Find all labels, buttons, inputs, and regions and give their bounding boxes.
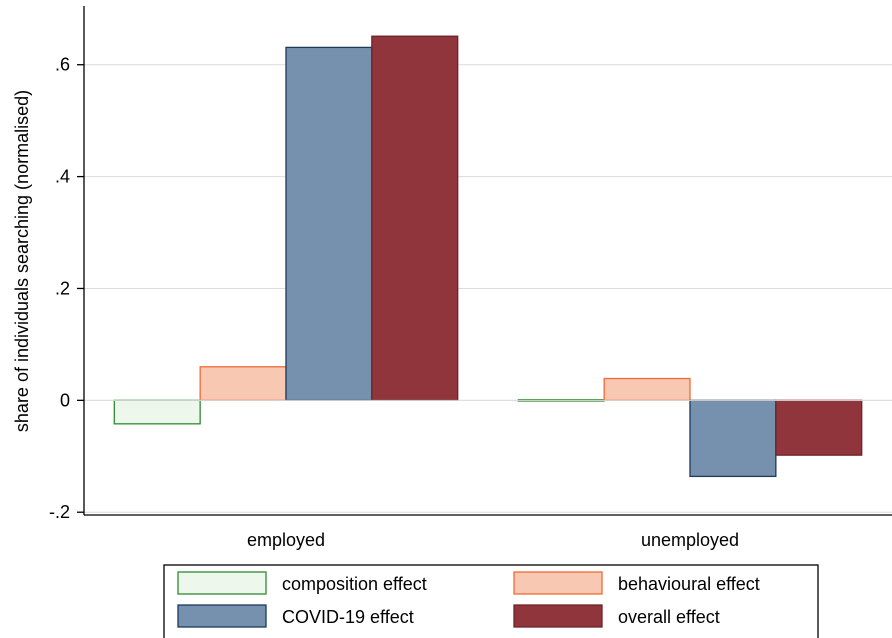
y-tick-label: .2 xyxy=(55,278,70,298)
x-tick-label: employed xyxy=(247,530,325,550)
legend-label: overall effect xyxy=(618,607,720,627)
y-tick-label: -.2 xyxy=(49,502,70,522)
legend-box xyxy=(163,564,819,638)
x-tick-label: unemployed xyxy=(641,530,739,550)
bar xyxy=(371,35,459,401)
bar xyxy=(113,399,201,425)
legend-label: COVID-19 effect xyxy=(282,607,414,627)
bar xyxy=(775,399,863,456)
y-tick-label: .6 xyxy=(55,55,70,75)
legend-swatch xyxy=(513,571,603,595)
legend-label: composition effect xyxy=(282,574,427,594)
legend-label: behavioural effect xyxy=(618,574,760,594)
bar xyxy=(603,377,691,401)
legend-swatch xyxy=(177,604,267,628)
x-axis-labels: employed unemployed xyxy=(247,530,739,550)
y-tick-label: 0 xyxy=(60,390,70,410)
bar xyxy=(199,366,287,401)
legend-swatch xyxy=(513,604,603,628)
bar xyxy=(285,46,373,401)
bars xyxy=(113,35,863,478)
y-axis-ticks: -.2 0 .2 .4 .6 xyxy=(49,55,84,522)
legend-swatch xyxy=(177,571,267,595)
y-tick-label: .4 xyxy=(55,167,70,187)
legend: composition effect behavioural effect COVI… xyxy=(177,571,760,628)
bar xyxy=(689,399,777,478)
y-axis-label: share of individuals searching (normalis… xyxy=(12,90,32,432)
